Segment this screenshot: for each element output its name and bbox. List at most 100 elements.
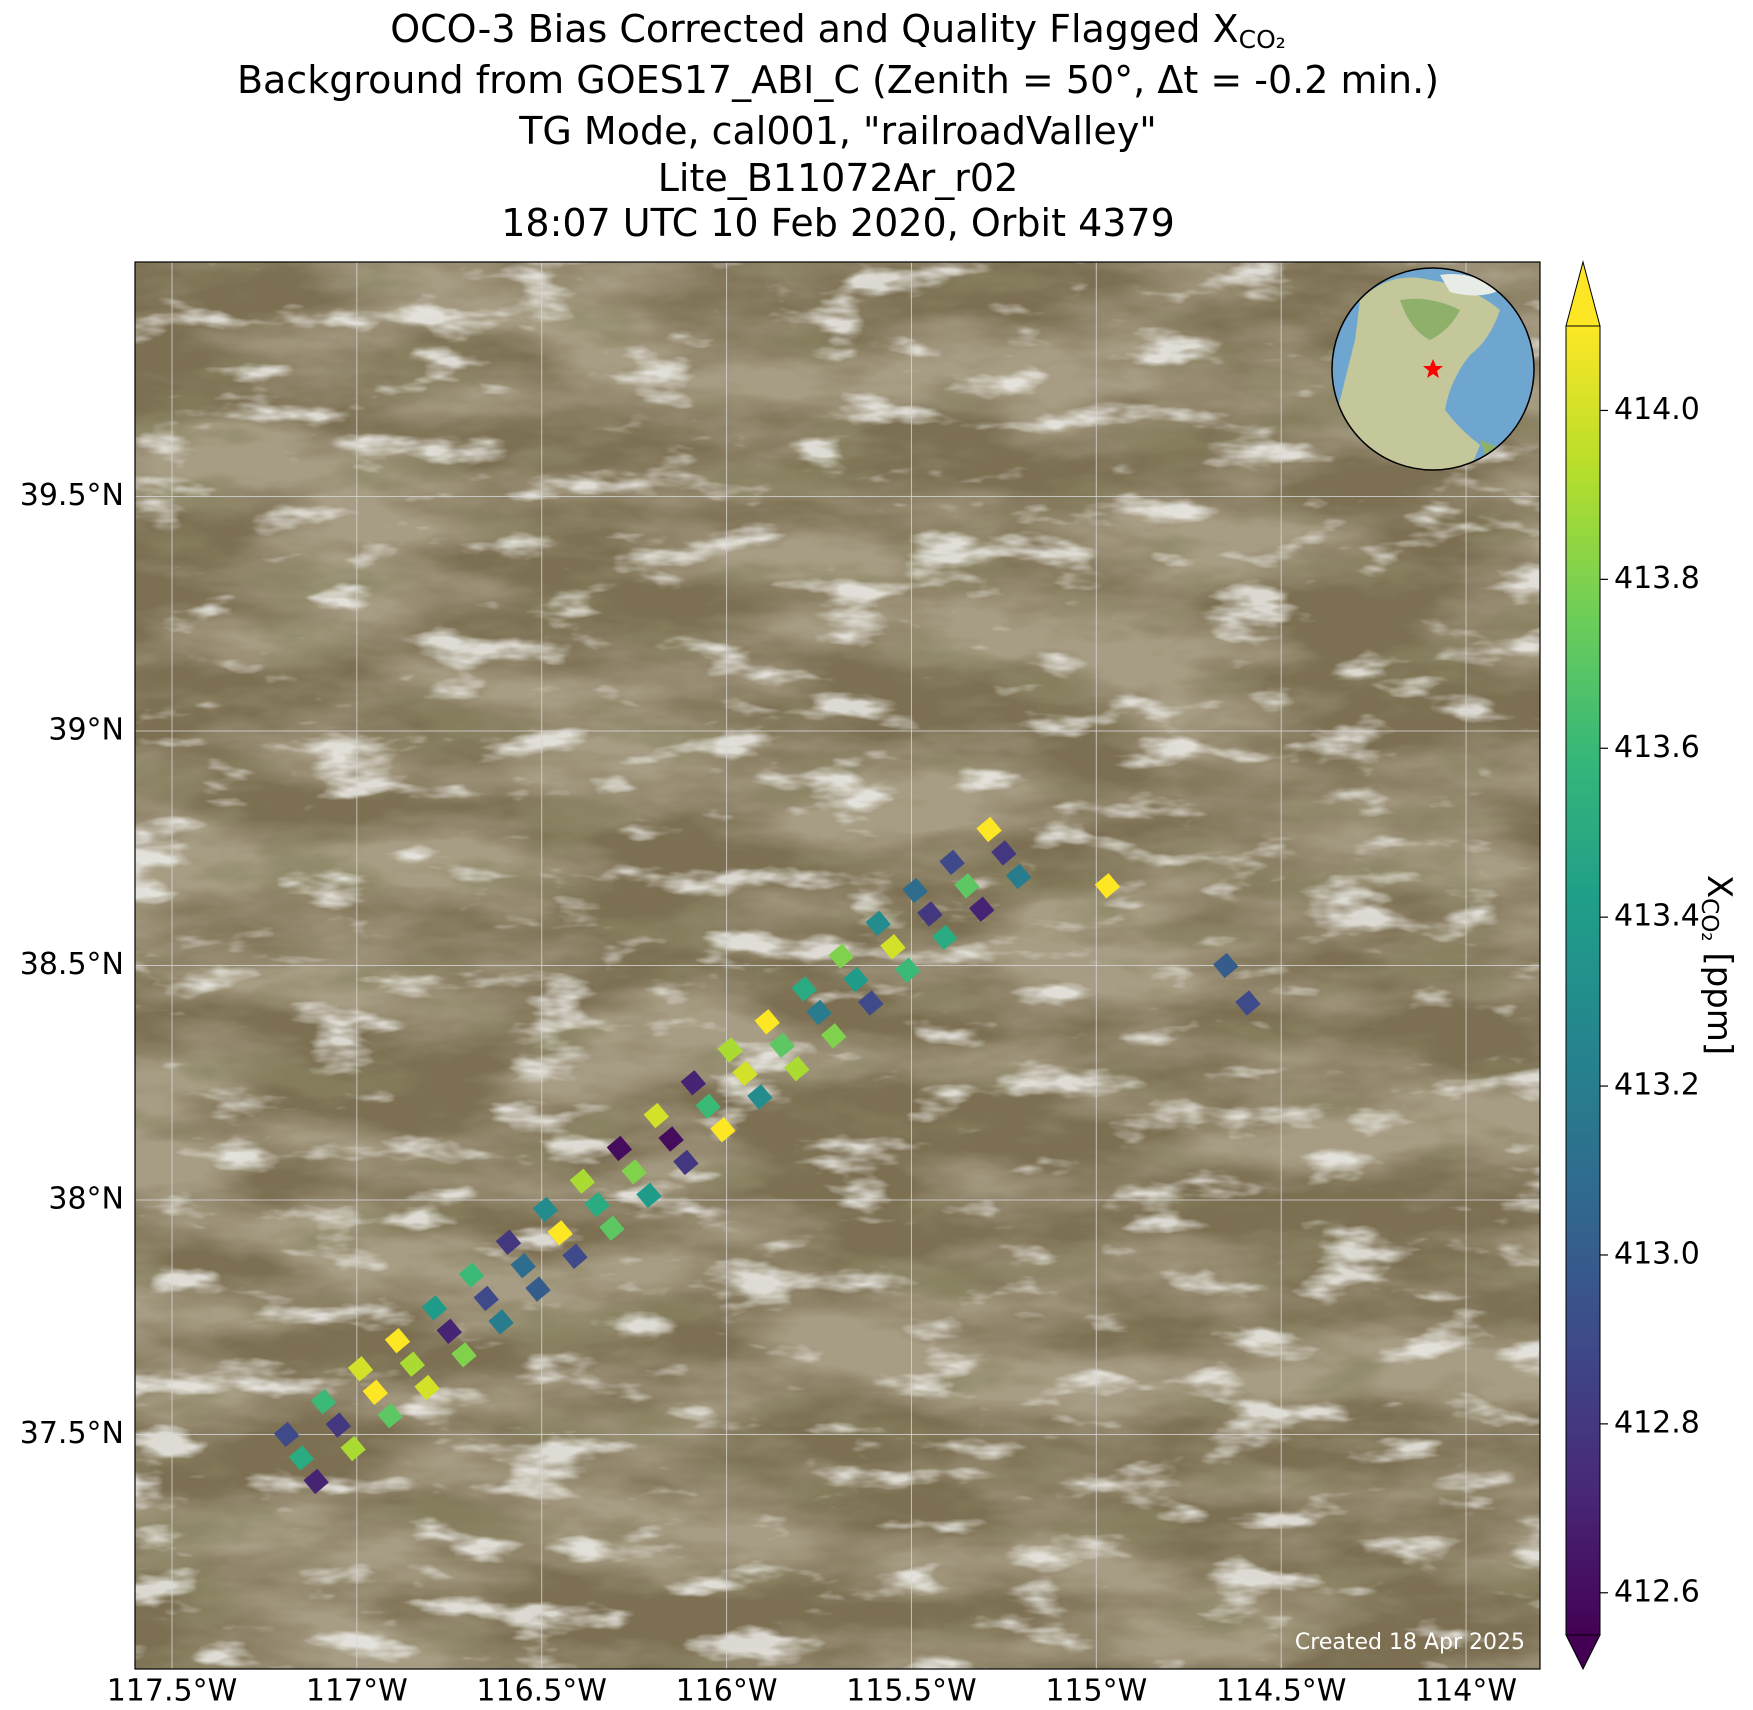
sounding: [791, 976, 817, 1002]
x-tick-label: 116°W: [676, 1674, 778, 1709]
title-line: Background from GOES17_ABI_C (Zenith = 5…: [237, 58, 1439, 102]
sounding: [599, 1215, 625, 1241]
sounding: [1213, 952, 1239, 979]
y-tick-label: 39°N: [48, 713, 124, 748]
title-text: Lite_B11072Ar_r02: [658, 156, 1019, 200]
sounding: [340, 1435, 366, 1462]
colorbar-tick-label: 413.4: [1614, 899, 1700, 934]
x-tick-label: 116.5°W: [476, 1674, 607, 1709]
title-text: Background from GOES17_ABI_C (Zenith = 5…: [237, 58, 1439, 102]
sounding: [954, 873, 980, 899]
sounding: [747, 1084, 773, 1110]
sounding: [695, 1093, 721, 1119]
title-line: OCO-3 Bias Corrected and Quality Flagged…: [390, 7, 1286, 55]
sounding: [273, 1421, 300, 1448]
y-tick-label: 38°N: [48, 1182, 124, 1217]
sounding: [362, 1379, 389, 1405]
sounding: [732, 1060, 758, 1087]
sounding: [880, 934, 906, 960]
x-tick-label: 114.5°W: [1216, 1674, 1347, 1709]
sounding: [310, 1388, 337, 1415]
colorbar-label-sub: CO₂: [1697, 898, 1723, 941]
sounding: [1005, 863, 1032, 890]
sounding: [969, 896, 995, 922]
colorbar-tick-label: 412.6: [1614, 1574, 1700, 1609]
sounding: [488, 1309, 514, 1335]
sounding: [895, 957, 921, 983]
sounding: [377, 1403, 403, 1429]
colorbar-tick-label: 413.0: [1614, 1236, 1700, 1271]
sounding: [414, 1374, 440, 1401]
sounding: [451, 1342, 477, 1368]
sounding: [1094, 873, 1121, 899]
y-tick-label: 37.5°N: [20, 1416, 124, 1451]
colorbar-label: XCO₂ [ppm]: [1697, 875, 1740, 1055]
colorbar-label-part: [ppm]: [1700, 942, 1740, 1056]
title-sub: CO₂: [1239, 25, 1286, 54]
sounding: [717, 1037, 743, 1063]
title: OCO-3 Bias Corrected and Quality Flagged…: [237, 7, 1439, 245]
colorbar-tick-label: 414.0: [1614, 392, 1700, 427]
title-line: 18:07 UTC 10 Feb 2020, Orbit 4379: [501, 201, 1175, 245]
sounding: [643, 1102, 670, 1129]
sounding: [865, 910, 891, 936]
sounding: [421, 1295, 448, 1321]
x-tick-label: 115°W: [1045, 1674, 1147, 1709]
sounding: [843, 966, 869, 993]
sounding: [769, 1032, 795, 1058]
title-text: 18:07 UTC 10 Feb 2020, Orbit 4379: [501, 201, 1175, 245]
sounding: [784, 1056, 810, 1082]
sounding: [547, 1220, 573, 1246]
sounding: [288, 1445, 315, 1471]
sounding: [436, 1318, 462, 1344]
sounding: [532, 1196, 559, 1223]
colorbar-tick-label: 413.8: [1614, 561, 1700, 596]
sounding: [673, 1149, 699, 1176]
sounding: [325, 1412, 352, 1438]
sounding: [1235, 990, 1261, 1016]
title-line: TG Mode, cal001, "railroadValley": [518, 109, 1157, 153]
sounding: [347, 1356, 374, 1382]
sounding: [710, 1116, 736, 1143]
sounding: [939, 849, 965, 875]
sounding: [658, 1126, 684, 1152]
sounding: [821, 1023, 847, 1049]
sounding: [495, 1229, 522, 1255]
soundings: [273, 816, 1261, 1495]
sounding: [569, 1168, 596, 1194]
inset-globe: [1331, 267, 1535, 471]
title-text: OCO-3 Bias Corrected and Quality Flagged…: [390, 7, 1238, 51]
sounding: [510, 1252, 536, 1279]
sounding: [917, 901, 943, 927]
sounding: [932, 924, 958, 951]
sounding: [399, 1351, 425, 1377]
x-tick-label: 117.5°W: [107, 1674, 238, 1709]
sounding: [562, 1243, 588, 1269]
sounding: [680, 1070, 706, 1096]
sounding: [621, 1159, 647, 1185]
sounding: [384, 1328, 411, 1354]
sounding: [806, 999, 832, 1026]
x-tick-label: 114°W: [1415, 1674, 1517, 1709]
footnote: Created 18 Apr 2025: [1295, 1630, 1525, 1655]
sounding: [902, 877, 928, 904]
colorbar-tick-label: 413.2: [1614, 1068, 1700, 1103]
sounding: [828, 943, 854, 969]
sounding: [858, 990, 884, 1016]
x-tick-label: 117°W: [306, 1674, 408, 1709]
colorbar-tick-label: 412.8: [1614, 1405, 1700, 1440]
title-line: Lite_B11072Ar_r02: [658, 156, 1019, 200]
x-tick-label: 115.5°W: [846, 1674, 977, 1709]
sounding: [991, 840, 1017, 866]
colorbar-label-part: X: [1700, 875, 1740, 898]
y-tick-label: 38.5°N: [20, 947, 124, 982]
sounding: [303, 1468, 329, 1495]
sounding: [584, 1192, 610, 1218]
title-text: TG Mode, cal001, "railroadValley": [518, 109, 1157, 153]
sounding: [473, 1285, 499, 1312]
colorbar-axis: 412.6 412.8 413.0 413.2 413.4 413.6 413.8 414.0: [1600, 392, 1700, 1609]
sounding: [606, 1135, 633, 1162]
y-tick-label: 39.5°N: [20, 478, 124, 513]
sounding: [525, 1276, 551, 1302]
